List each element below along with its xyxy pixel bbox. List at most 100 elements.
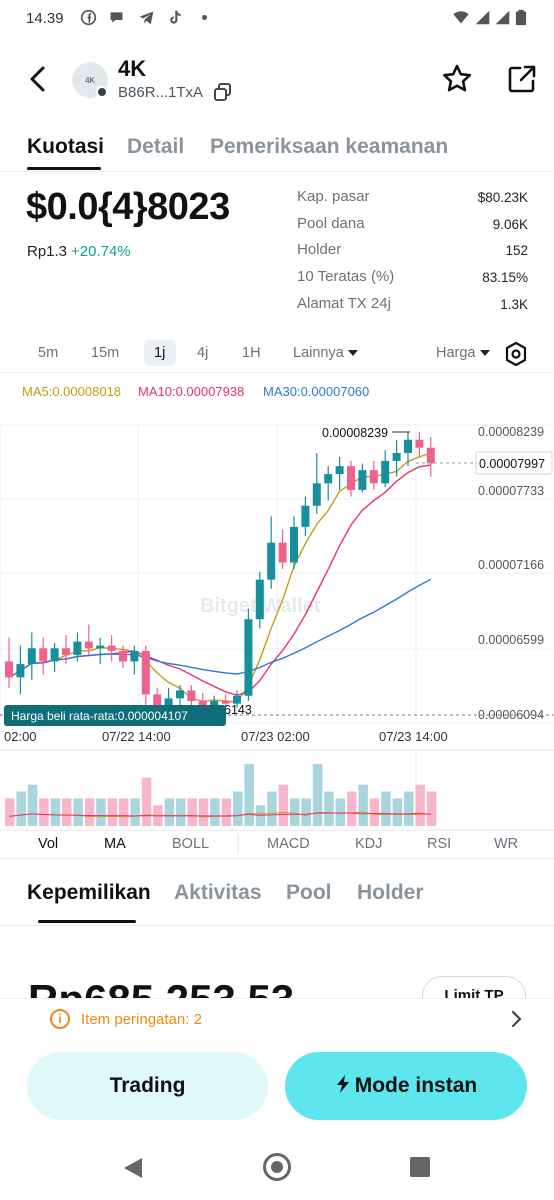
- volume-bar: [198, 798, 209, 826]
- volume-bar: [96, 798, 106, 826]
- chain-badge-icon: [96, 86, 108, 98]
- candle-body: [50, 648, 59, 662]
- dot-icon: [201, 14, 208, 21]
- candle-body: [267, 542, 276, 580]
- volume-bar: [84, 798, 95, 826]
- indicator-rsi[interactable]: RSI: [427, 836, 452, 852]
- timeframe-1j[interactable]: 1j: [154, 345, 166, 361]
- candle-body: [404, 439, 412, 453]
- stat-label-pool: Pool dana: [297, 215, 365, 232]
- signal-icon: [495, 10, 510, 25]
- candle-body: [119, 650, 127, 662]
- warning-text: Item peringatan: 2: [81, 1011, 202, 1028]
- copy-icon[interactable]: [214, 83, 232, 101]
- chevron-down-icon: [479, 350, 490, 357]
- volume-bar: [130, 798, 140, 826]
- tab-holdings[interactable]: Kepemilikan: [27, 881, 151, 904]
- x-label: 07/22 14:00: [102, 729, 171, 744]
- balance-row: Rp685.253,53 Limit TP: [0, 972, 554, 998]
- volume-bar: [233, 791, 243, 826]
- timeframe-active-bg: [144, 340, 176, 366]
- candle-body: [415, 439, 424, 448]
- timeframe-1H[interactable]: 1H: [242, 345, 261, 361]
- candle-body: [244, 619, 253, 696]
- volume-bar: [392, 798, 403, 826]
- candle-body: [84, 641, 93, 649]
- divider: [0, 858, 554, 859]
- divider: [0, 925, 554, 926]
- candle-body: [153, 694, 162, 708]
- stat-value-pool: 9.06K: [492, 217, 528, 232]
- chat-icon: [110, 12, 123, 23]
- telegram-icon: [139, 11, 154, 25]
- warning-bar[interactable]: i Item peringatan: 2: [0, 998, 554, 1040]
- volume-bar: [141, 777, 152, 826]
- price-chart[interactable]: Bitget Wallet 0.000082390.000077330.0000…: [0, 405, 554, 855]
- volume-ma-line: [8, 812, 431, 817]
- timeframe-4j[interactable]: 4j: [197, 345, 209, 361]
- candle-body: [39, 648, 48, 662]
- limit-tp-button[interactable]: Limit TP: [422, 976, 526, 998]
- volume-bar: [210, 798, 220, 826]
- indicator-ma[interactable]: MA: [104, 836, 126, 852]
- token-address: B86R...1TxA: [118, 84, 204, 101]
- back-button[interactable]: [24, 62, 54, 96]
- volume-bar: [62, 798, 72, 826]
- indicator-vol[interactable]: Vol: [38, 836, 59, 852]
- indicator-kdj[interactable]: KDJ: [355, 836, 383, 852]
- share-icon[interactable]: [506, 63, 538, 95]
- chart-settings-hexagon-icon[interactable]: [504, 341, 528, 367]
- nav-home-icon[interactable]: [263, 1153, 291, 1181]
- indicator-wr[interactable]: WR: [494, 836, 519, 852]
- tab-security-check[interactable]: Pemeriksaan keamanan: [210, 135, 449, 158]
- volume-bar: [16, 791, 26, 826]
- instant-mode-button[interactable]: Mode instan: [285, 1052, 527, 1120]
- signal-icon: [475, 10, 490, 25]
- candle-body: [27, 648, 36, 665]
- candle-body: [369, 470, 378, 484]
- volume-bar: [119, 798, 129, 826]
- volume-bar: [221, 798, 232, 826]
- stat-value-market-cap: $80.23K: [477, 190, 528, 205]
- tab-kuotasi[interactable]: Kuotasi: [27, 135, 105, 158]
- candle-body: [278, 542, 287, 563]
- timeframe-5m[interactable]: 5m: [38, 345, 59, 361]
- indicator-boll[interactable]: BOLL: [172, 836, 210, 852]
- timeframe-more-dropdown[interactable]: Lainnya: [293, 345, 358, 361]
- nav-back-icon[interactable]: [122, 1157, 144, 1179]
- volume-bar: [381, 791, 391, 826]
- candle-body: [96, 645, 105, 649]
- candle-body: [5, 661, 13, 678]
- divider: [0, 372, 554, 373]
- tab-holder[interactable]: Holder: [357, 881, 424, 904]
- candle-body: [221, 701, 230, 704]
- avg-buy-label: Harga beli rata-rata:0.000004107: [11, 709, 188, 723]
- high-label: 0.00008239: [322, 426, 388, 440]
- chart-grid: [0, 424, 554, 828]
- timeframe-15m[interactable]: 15m: [91, 345, 120, 361]
- status-bar: 14.39: [0, 0, 554, 40]
- stat-value-holder: 152: [505, 243, 528, 258]
- more-label: Lainnya: [293, 345, 344, 361]
- tab-detail[interactable]: Detail: [127, 135, 185, 158]
- volume-bar: [267, 791, 277, 826]
- y-axis-label: 0.00006599: [478, 633, 544, 647]
- tab-activity[interactable]: Aktivitas: [174, 881, 262, 904]
- candle-body: [324, 474, 333, 484]
- price-idr: Rp1.3: [27, 243, 68, 260]
- candle-body: [164, 698, 173, 708]
- tab-pool[interactable]: Pool: [286, 881, 332, 904]
- trading-button[interactable]: Trading: [27, 1052, 268, 1120]
- volume-bar: [347, 791, 357, 826]
- indicator-macd[interactable]: MACD: [267, 836, 310, 852]
- tab-underline: [38, 920, 136, 923]
- favorite-star-icon[interactable]: [441, 63, 473, 95]
- nav-recents-icon[interactable]: [410, 1157, 430, 1177]
- price-type-dropdown[interactable]: Harga: [436, 345, 490, 361]
- volume-bar: [301, 798, 311, 826]
- candle-body: [358, 470, 367, 490]
- current-price-label: 0.00007997: [479, 457, 545, 471]
- stat-value-top10: 83.15%: [482, 270, 528, 285]
- volume-bar: [312, 764, 323, 826]
- avatar-text: 4K: [85, 75, 95, 85]
